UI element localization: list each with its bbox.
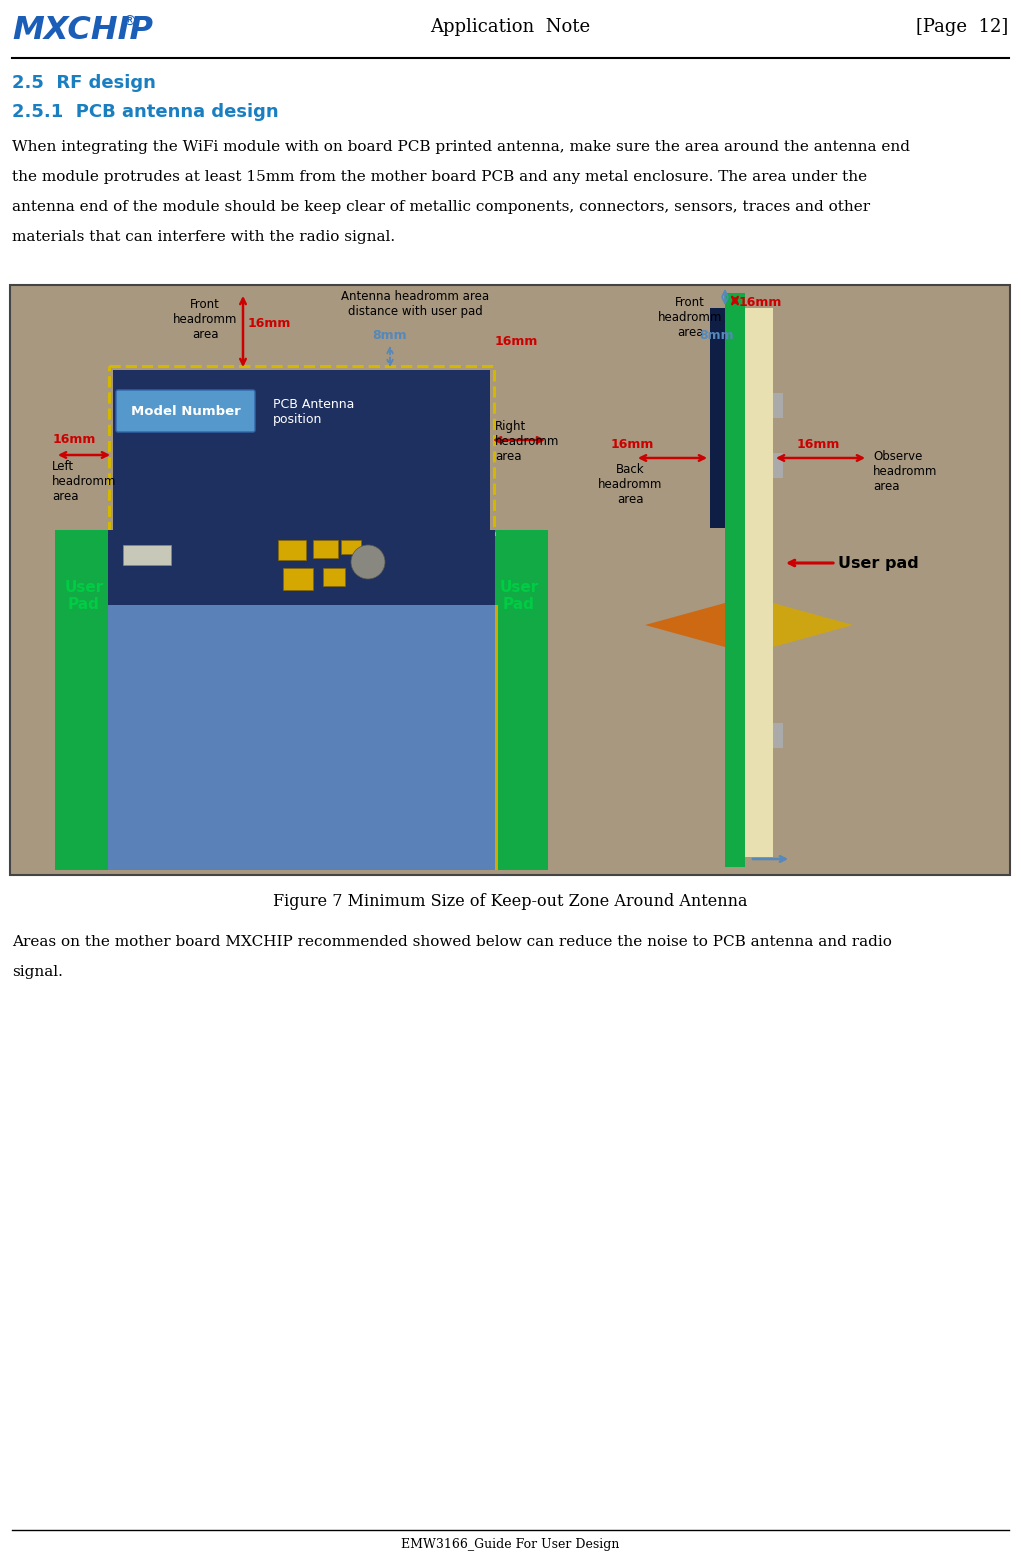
Text: Figure 7 Minimum Size of Keep-out Zone Around Antenna: Figure 7 Minimum Size of Keep-out Zone A… (273, 893, 747, 910)
Bar (55, 530, 113, 870)
Text: [Page  12]: [Page 12] (916, 19, 1008, 36)
Bar (725, 293, 745, 867)
Bar (108, 605, 495, 870)
Text: Model Number: Model Number (131, 404, 241, 418)
Bar (283, 567, 313, 589)
Circle shape (351, 546, 385, 578)
Bar (495, 605, 498, 870)
FancyBboxPatch shape (116, 390, 255, 432)
Bar (113, 369, 490, 530)
Bar (313, 539, 338, 558)
Text: signal.: signal. (12, 965, 63, 979)
Text: Front
headromm
area: Front headromm area (658, 296, 722, 338)
Text: 16mm: 16mm (495, 335, 538, 348)
Bar (773, 723, 783, 748)
Polygon shape (645, 603, 725, 647)
Text: User pad: User pad (838, 555, 919, 571)
Text: Areas on the mother board MXCHIP recommended showed below can reduce the noise t: Areas on the mother board MXCHIP recomme… (12, 935, 892, 949)
Text: Left
headromm
area: Left headromm area (52, 460, 116, 504)
Text: the module protrudes at least 15mm from the mother board PCB and any metal enclo: the module protrudes at least 15mm from … (12, 170, 867, 184)
Text: User
Pad: User Pad (499, 580, 539, 613)
Text: Observe
headromm
area: Observe headromm area (873, 451, 937, 493)
Text: PCB Antenna
position: PCB Antenna position (273, 398, 354, 426)
Bar (10, 285, 1010, 875)
Bar (773, 393, 783, 418)
Text: Right
headromm
area: Right headromm area (495, 419, 560, 463)
Bar (341, 539, 361, 553)
Text: When integrating the WiFi module with on board PCB printed antenna, make sure th: When integrating the WiFi module with on… (12, 140, 910, 154)
Text: User
Pad: User Pad (64, 580, 103, 613)
Text: 2.5  RF design: 2.5 RF design (12, 73, 156, 92)
Text: ®: ® (121, 16, 136, 30)
Text: materials that can interfere with the radio signal.: materials that can interfere with the ra… (12, 231, 395, 245)
Bar (745, 309, 773, 857)
Text: 8mm: 8mm (699, 329, 734, 341)
Bar (323, 567, 345, 586)
Polygon shape (773, 603, 853, 647)
Text: Back
headromm
area: Back headromm area (598, 463, 663, 507)
Bar (773, 454, 783, 479)
Text: Application  Note: Application Note (430, 19, 590, 36)
Text: antenna end of the module should be keep clear of metallic components, connector: antenna end of the module should be keep… (12, 200, 870, 214)
Bar (109, 366, 494, 535)
Bar (278, 539, 306, 560)
Text: 16mm: 16mm (796, 438, 839, 451)
Text: 16mm: 16mm (248, 316, 291, 329)
Text: Antenna headromm area
distance with user pad: Antenna headromm area distance with user… (341, 290, 489, 318)
Bar (490, 530, 548, 870)
Text: 16mm: 16mm (53, 433, 96, 446)
Text: 16mm: 16mm (611, 438, 653, 451)
Text: Front
headromm
area: Front headromm area (173, 298, 237, 341)
Bar (123, 546, 171, 564)
Text: EMW3166_Guide For User Design: EMW3166_Guide For User Design (401, 1539, 619, 1551)
Text: 8mm: 8mm (373, 329, 407, 341)
Bar (710, 309, 725, 529)
Bar (108, 530, 495, 605)
Text: 16mm: 16mm (739, 296, 782, 309)
Text: 2.5.1  PCB antenna design: 2.5.1 PCB antenna design (12, 103, 279, 122)
Text: MXCHIP: MXCHIP (12, 16, 153, 47)
